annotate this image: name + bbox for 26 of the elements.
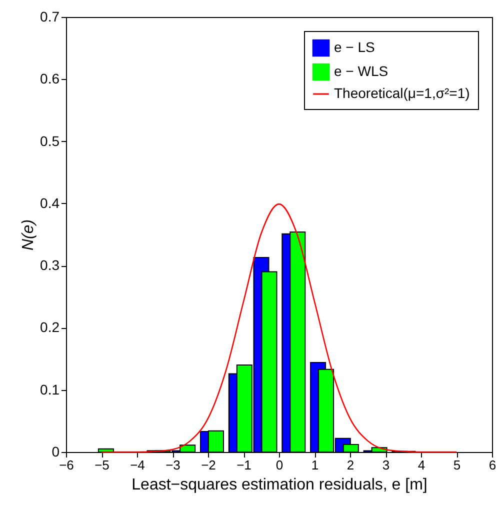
x-tick-label: 0 <box>276 458 284 472</box>
x-tick-label: 6 <box>488 458 496 472</box>
legend-label: e − WLS <box>334 63 388 79</box>
x-tick-label: 1 <box>311 458 319 472</box>
y-tick-label: 0.3 <box>40 257 60 274</box>
x-tick-label: −6 <box>59 458 74 472</box>
legend-label: Theoretical(μ=1,σ²=1) <box>334 85 470 101</box>
y-tick-label: 0.7 <box>40 8 60 24</box>
x-axis-title: Least−squares estimation residuals, e [m] <box>132 476 428 494</box>
y-tick-label: 0.4 <box>40 194 60 211</box>
x-tick-label: −2 <box>201 458 216 472</box>
legend-label: e − LS <box>334 39 375 55</box>
x-tick-label: −4 <box>130 458 145 472</box>
y-axis-title: N(e) <box>20 219 38 251</box>
x-tick-label: −3 <box>166 458 180 472</box>
x-tick-label: −1 <box>236 458 252 472</box>
y-tick-label: 0.1 <box>40 381 60 398</box>
y-tick-label: 0 <box>52 444 60 460</box>
x-tick-label: −5 <box>94 458 110 472</box>
y-tick-label: 0.6 <box>40 70 60 87</box>
x-tick-label: 3 <box>382 458 390 472</box>
x-tick-label: 4 <box>418 458 426 472</box>
y-tick-label: 0.5 <box>40 132 60 149</box>
x-tick-label: 2 <box>346 458 354 472</box>
y-tick-label: 0.2 <box>40 319 60 336</box>
x-tick-label: 5 <box>453 458 461 472</box>
